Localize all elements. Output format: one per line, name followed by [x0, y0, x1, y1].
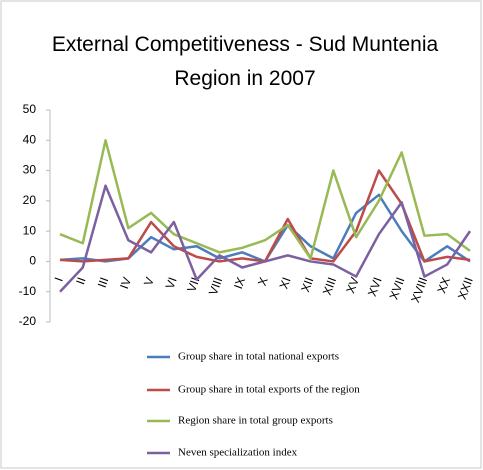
x-tick-label: XXII	[455, 275, 476, 301]
y-tick-label: 40	[23, 132, 37, 146]
series-line	[59, 139, 471, 260]
x-tick-label: XVI	[365, 275, 385, 298]
chart-title: External Competitiveness - Sud Muntenia …	[51, 33, 439, 90]
x-tick-label: XVII	[387, 275, 408, 301]
series-line	[59, 184, 472, 293]
x-tick-label: XX	[434, 275, 453, 295]
x-tick-label: XVIII	[408, 275, 430, 304]
x-tick-label: IX	[231, 275, 248, 290]
y-tick-label: -20	[19, 314, 37, 328]
x-tick-label: XIII	[320, 275, 339, 297]
series-line	[59, 169, 471, 263]
y-tick-label: 20	[23, 193, 37, 207]
y-tick-label: -10	[19, 284, 37, 298]
legend-label: Group share in total exports of the regi…	[178, 384, 360, 396]
legend-label: Group share in total national exports	[178, 351, 339, 363]
y-tick-label: 30	[23, 163, 37, 177]
y-tick-label: 10	[23, 223, 37, 237]
x-tick-label: II	[73, 275, 88, 286]
x-tick-label: I	[52, 275, 66, 283]
y-tick-label: 0	[29, 254, 36, 268]
y-tick-label: 50	[23, 102, 37, 116]
x-tick-label: XII	[298, 275, 316, 294]
x-tick-label: III	[95, 275, 112, 289]
x-tick-label: IV	[117, 275, 134, 290]
x-tick-label: X	[255, 275, 271, 287]
x-tick-label: VIII	[206, 275, 225, 297]
x-tick-label: V	[141, 275, 157, 287]
x-tick-label: XV	[343, 275, 362, 295]
legend-label: Region share in total group exports	[178, 415, 333, 427]
x-tick-label: XI	[277, 275, 294, 290]
legend-label: Neven specialization index	[178, 447, 298, 459]
x-tick-label: VI	[163, 275, 180, 290]
